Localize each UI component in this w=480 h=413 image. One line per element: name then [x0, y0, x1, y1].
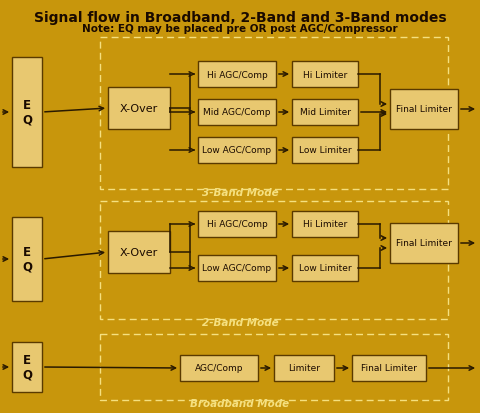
Text: Low Limiter: Low Limiter [299, 146, 351, 155]
Bar [100, 334, 448, 400]
Text: X-Over: X-Over [120, 104, 158, 114]
Text: Mid Limiter: Mid Limiter [300, 108, 350, 117]
Text: Low Limiter: Low Limiter [299, 264, 351, 273]
Text: E
Q: E Q [22, 99, 32, 127]
Bar [108, 231, 170, 273]
Text: Signal flow in Broadband, 2-Band and 3-Band modes: Signal flow in Broadband, 2-Band and 3-B… [34, 11, 446, 25]
Bar [12, 58, 42, 168]
Text: Low AGC/Comp: Low AGC/Comp [203, 264, 272, 273]
Bar [198, 138, 276, 164]
Text: Hi Limiter: Hi Limiter [303, 220, 347, 229]
Text: Hi AGC/Comp: Hi AGC/Comp [206, 70, 267, 79]
Bar [100, 38, 448, 190]
Bar [12, 342, 42, 392]
Text: 2-Band Mode: 2-Band Mode [202, 317, 278, 327]
Bar [390, 90, 458, 130]
Bar [390, 223, 458, 263]
Bar [292, 62, 358, 88]
Text: Limiter: Limiter [288, 363, 320, 373]
Bar [352, 355, 426, 381]
Text: Mid AGC/Comp: Mid AGC/Comp [203, 108, 271, 117]
Text: E
Q: E Q [22, 353, 32, 381]
Text: Hi AGC/Comp: Hi AGC/Comp [206, 220, 267, 229]
Bar [12, 218, 42, 301]
Text: Final Limiter: Final Limiter [361, 363, 417, 373]
Bar [198, 100, 276, 126]
Text: AGC/Comp: AGC/Comp [195, 363, 243, 373]
Text: Note: EQ may be placed pre OR post AGC/Compressor: Note: EQ may be placed pre OR post AGC/C… [82, 24, 398, 34]
Text: Final Limiter: Final Limiter [396, 105, 452, 114]
Bar [198, 62, 276, 88]
Text: 3-Band Mode: 3-Band Mode [202, 188, 278, 197]
Text: E
Q: E Q [22, 245, 32, 273]
Bar [108, 88, 170, 130]
Bar [100, 202, 448, 319]
Text: Final Limiter: Final Limiter [396, 239, 452, 248]
Bar [292, 255, 358, 281]
Bar [292, 138, 358, 164]
Text: Broadband Mode: Broadband Mode [191, 398, 289, 408]
Text: Low AGC/Comp: Low AGC/Comp [203, 146, 272, 155]
Text: Hi Limiter: Hi Limiter [303, 70, 347, 79]
Bar [198, 211, 276, 237]
Bar [198, 255, 276, 281]
Text: X-Over: X-Over [120, 247, 158, 257]
Bar [180, 355, 258, 381]
Bar [292, 211, 358, 237]
Bar [292, 100, 358, 126]
Bar [274, 355, 334, 381]
